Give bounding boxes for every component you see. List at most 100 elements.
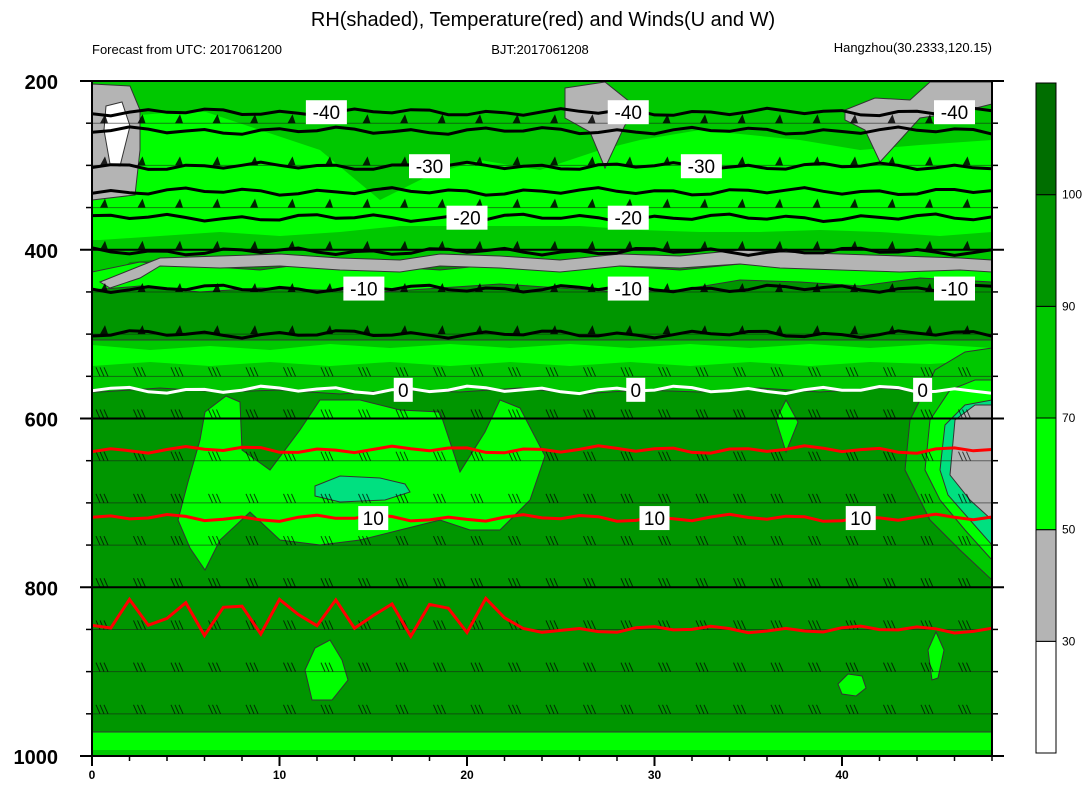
colorbar-label: 100 — [1062, 188, 1082, 202]
wind-barb — [475, 198, 483, 208]
colorbar-label: 50 — [1062, 523, 1076, 537]
wind-barb — [545, 620, 559, 630]
wind-barb — [175, 156, 183, 166]
wind-barb — [887, 198, 896, 208]
wind-barb — [700, 114, 708, 124]
wind-barb — [320, 662, 334, 672]
wind-barb — [100, 198, 108, 208]
wind-barb — [212, 156, 221, 166]
wind-barb — [587, 156, 596, 166]
wind-barb — [245, 409, 259, 419]
wind-barb — [325, 198, 333, 208]
wind-barb — [620, 451, 634, 461]
wind-barb — [100, 240, 108, 250]
y-tick-label: 800 — [25, 578, 58, 600]
wind-barb — [545, 704, 559, 715]
wind-barb — [508, 367, 521, 377]
contour-label-text: -30 — [688, 157, 715, 178]
wind-barb — [512, 114, 521, 124]
wind-barb — [245, 578, 259, 588]
wind-barb — [470, 535, 484, 546]
wind-barb — [587, 325, 596, 335]
contour-label: 0 — [626, 377, 646, 402]
wind-barb — [470, 367, 484, 377]
wind-barb — [395, 493, 409, 504]
wind-barb — [95, 367, 109, 377]
wind-barb — [433, 409, 446, 419]
wind-barb — [925, 240, 933, 250]
wind-barb — [733, 409, 746, 419]
wind-barb — [812, 114, 821, 124]
wind-barb — [395, 662, 409, 672]
wind-barb — [737, 198, 746, 208]
wind-barb — [550, 156, 558, 166]
wind-barb — [433, 620, 446, 630]
wind-barb — [662, 114, 671, 124]
wind-barb — [245, 535, 259, 546]
wind-barb — [287, 114, 296, 124]
wind-barb — [95, 451, 109, 461]
wind-barb — [283, 409, 296, 419]
wind-barb — [920, 409, 934, 419]
wind-barb — [958, 535, 971, 546]
wind-barb — [962, 240, 971, 250]
wind-barb — [362, 240, 371, 250]
wind-barb — [250, 325, 258, 335]
rh-mid-band-bright — [92, 344, 992, 366]
wind-barb — [283, 704, 296, 715]
wind-barb — [545, 367, 559, 377]
wind-barb — [850, 156, 858, 166]
wind-barb — [695, 493, 709, 504]
wind-barb — [400, 114, 408, 124]
wind-barb — [695, 535, 709, 546]
wind-barb — [320, 493, 334, 504]
wind-barb — [283, 662, 296, 672]
wind-barb — [208, 451, 221, 461]
wind-barb — [358, 704, 371, 715]
wind-barb — [320, 367, 334, 377]
wind-barb — [133, 367, 146, 377]
wind-barb — [508, 409, 521, 419]
wind-barb — [620, 704, 634, 715]
wind-barb — [208, 493, 221, 504]
contour-label-text: -10 — [941, 280, 968, 301]
wind-barb — [208, 367, 221, 377]
wind-barb — [883, 493, 896, 504]
wind-barb — [583, 367, 596, 377]
wind-barb — [545, 662, 559, 672]
wind-barb — [920, 493, 934, 504]
wind-barb — [508, 535, 521, 546]
wind-barb — [475, 240, 483, 250]
wind-barb — [770, 662, 784, 672]
wind-barb — [845, 662, 859, 672]
colorbar: 30 50 70 90 100 — [1035, 82, 1082, 754]
wind-barb — [137, 114, 146, 124]
temperature-contour--5 — [92, 329, 992, 340]
contour-label-text: -40 — [941, 103, 968, 124]
wind-barb — [212, 282, 221, 292]
wind-barb — [433, 662, 446, 672]
wind-barb — [845, 578, 859, 588]
rh-bottom-strip — [92, 750, 992, 756]
wind-barb — [95, 704, 109, 715]
wind-barb — [287, 156, 296, 166]
wind-barb — [700, 240, 708, 250]
contour-label: -40 — [607, 100, 649, 125]
wind-barb — [550, 114, 558, 124]
contour-label-text: -10 — [350, 280, 377, 301]
rh-right-dry-core — [949, 404, 992, 521]
x-tick-label: 20 — [460, 768, 474, 782]
wind-barb — [433, 704, 446, 715]
wind-barb — [658, 704, 671, 715]
contour-label-text: 10 — [363, 509, 384, 530]
wind-barb — [920, 367, 934, 377]
contour-label-text: -20 — [453, 209, 480, 230]
contour-label: 0 — [913, 377, 933, 402]
wind-barb — [362, 156, 371, 166]
wind-barb — [470, 409, 484, 419]
wind-barb — [100, 325, 108, 335]
wind-barb — [620, 535, 634, 546]
wind-barb — [737, 240, 746, 250]
y-tick-label: 400 — [25, 241, 58, 263]
y-tick-label: 1000 — [14, 747, 59, 769]
